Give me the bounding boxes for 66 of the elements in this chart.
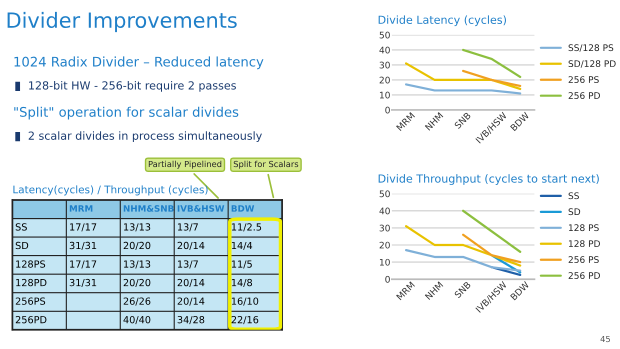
y-tick-label: 128PS: [16, 260, 46, 268]
legend-label: 256 PD: [568, 272, 600, 279]
text: Split for Scalars: [234, 160, 298, 169]
line-series: [404, 249, 522, 272]
x-tick-label: BDW: [232, 205, 254, 212]
legend-label: 256 PD: [568, 92, 600, 99]
y-tick-label: 256PS: [16, 297, 46, 305]
y-tick-label: SD: [16, 242, 28, 250]
text: 13/13: [124, 223, 150, 232]
text: 17/17: [70, 260, 96, 268]
legend-label: SD/128 PD: [568, 60, 616, 68]
text: 31/31: [70, 278, 96, 288]
text: 14/4: [232, 242, 252, 250]
text: 1024 Radix Divider – Reduced latency: [14, 56, 264, 70]
legend-label: 256 PS: [568, 256, 599, 264]
text: 20/14: [178, 297, 204, 306]
text: 17/17: [70, 223, 96, 232]
text: 2 scalar divides in process simultaneously: [28, 131, 262, 142]
y-tick-label: 40: [379, 208, 390, 214]
y-tick-label: SS: [16, 223, 27, 231]
y-tick-label: 50: [380, 32, 390, 38]
y-tick-label: 20: [380, 242, 390, 249]
y-tick-label: 30: [380, 62, 390, 68]
text: 20/14: [178, 278, 204, 288]
y-tick-label: 30: [380, 224, 390, 232]
y-tick-label: 20: [380, 76, 390, 84]
y-tick-label: 256PD: [16, 316, 46, 324]
chart-title: Divide Latency (cycles): [378, 15, 506, 26]
y-tick-label: 0: [385, 106, 390, 114]
text: 128-bit HW - 256-bit require 2 passes: [29, 81, 236, 92]
text: 22/16: [232, 316, 258, 324]
legend-label: 128 PS: [568, 224, 599, 232]
text: "Split" operation for scalar divides: [14, 106, 238, 120]
text: 13/13: [124, 260, 150, 268]
legend-label: SS/128 PS: [568, 44, 614, 52]
text: 26/26: [124, 297, 150, 306]
line-series: [404, 225, 522, 267]
x-tick-label: IVB&HSW: [178, 205, 224, 212]
text: 20/20: [124, 242, 150, 250]
text: 16/10: [232, 297, 258, 306]
text: 31/31: [70, 242, 96, 250]
y-tick-label: 50: [380, 190, 390, 198]
text: 34/28: [178, 316, 204, 324]
text: 45: [600, 336, 610, 342]
legend-label: SS: [568, 192, 579, 200]
y-tick-label: 40: [379, 46, 390, 54]
text: 13/7: [178, 260, 198, 268]
text: Partially Pipelined: [148, 160, 222, 169]
y-tick-label: 10: [380, 92, 390, 98]
chart-title: Latency(cycles) / Throughput (cycles): [13, 185, 208, 196]
text: 20/20: [124, 278, 150, 288]
y-tick-label: 10: [380, 258, 390, 266]
legend-label: 128 PD: [568, 240, 600, 248]
y-tick-label: 0: [385, 276, 390, 283]
text: Divider Improvements: [8, 12, 237, 32]
x-tick-label: MRM: [70, 205, 92, 212]
text: 11/2.5: [232, 223, 262, 232]
text: 40/40: [123, 316, 150, 324]
text: 20/14: [178, 242, 204, 250]
y-tick-label: 128PD: [16, 278, 46, 286]
legend-label: SD: [568, 208, 580, 216]
text: 14/8: [232, 278, 252, 288]
chart-title: Divide Throughput (cycles to start next): [378, 174, 599, 185]
text: 13/7: [178, 223, 198, 232]
legend-label: 256 PS: [568, 76, 599, 84]
text: 11/5: [232, 260, 252, 268]
